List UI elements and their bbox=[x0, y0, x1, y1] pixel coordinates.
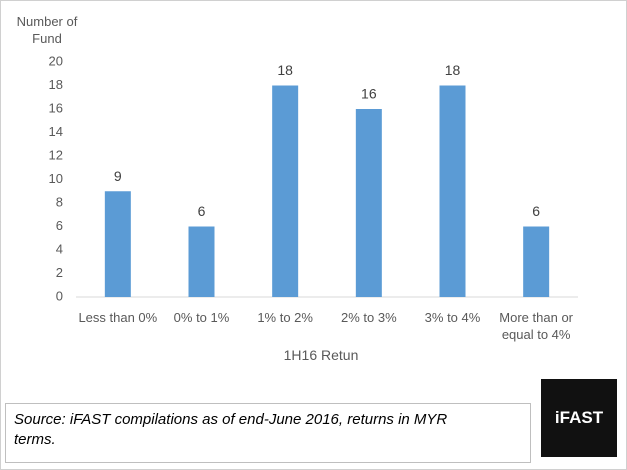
y-tick-label: 2 bbox=[56, 265, 63, 280]
data-label: 9 bbox=[114, 168, 122, 184]
y-tick-label: 12 bbox=[49, 147, 63, 162]
y-tick-label: 8 bbox=[56, 194, 63, 209]
source-text: Source: iFAST compilations as of end-Jun… bbox=[14, 411, 448, 448]
bar bbox=[355, 109, 382, 297]
logo: iFAST bbox=[541, 379, 617, 457]
bar bbox=[104, 191, 131, 297]
x-tick-label: 3% to 4% bbox=[424, 310, 481, 325]
bar bbox=[272, 85, 299, 297]
y-tick-label: 14 bbox=[49, 124, 63, 139]
data-label: 6 bbox=[532, 203, 540, 219]
x-tick-label: 2% to 3% bbox=[341, 310, 397, 325]
source-box: Source: iFAST compilations as of end-Jun… bbox=[5, 403, 531, 463]
data-label: 6 bbox=[198, 203, 206, 219]
y-tick-label: 18 bbox=[49, 77, 63, 92]
y-tick-label: 6 bbox=[56, 218, 63, 233]
y-tick-label: 20 bbox=[49, 53, 63, 68]
x-tick-label: More than or equal to 4% bbox=[499, 310, 573, 342]
y-tick-label: 10 bbox=[49, 171, 63, 186]
y-tick-label: 16 bbox=[49, 100, 63, 115]
y-tick-label: 0 bbox=[56, 288, 63, 303]
y-axis-label: Number of Fund bbox=[16, 14, 78, 46]
bar bbox=[188, 226, 215, 297]
data-label: 18 bbox=[277, 62, 293, 78]
x-tick-label: 0% to 1% bbox=[173, 310, 230, 325]
bar bbox=[523, 226, 550, 297]
chart: 0 2 4 6 8 10 12 14 16 18 20 9 6 18 16 18 6 bbox=[49, 53, 578, 303]
y-tick-label: 4 bbox=[56, 241, 63, 256]
x-tick-label: Less than 0% bbox=[78, 310, 158, 325]
data-label: 18 bbox=[445, 62, 461, 78]
data-label: 16 bbox=[361, 86, 377, 102]
x-axis-label: 1H16 Retun bbox=[283, 347, 359, 363]
bar bbox=[439, 85, 466, 297]
x-tick-label: 1% to 2% bbox=[257, 310, 313, 325]
